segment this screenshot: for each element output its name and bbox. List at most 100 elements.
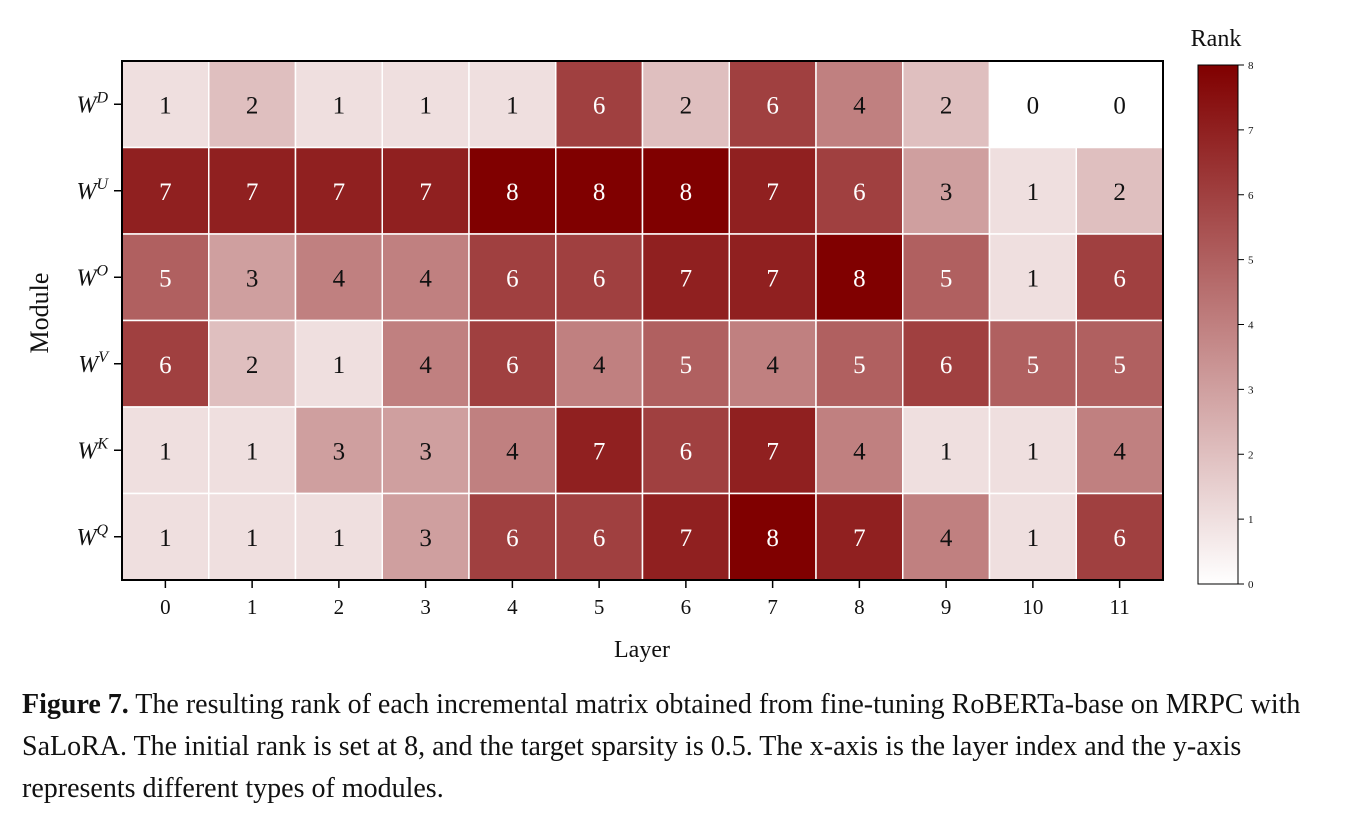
cell-value-label: 5 <box>853 352 866 379</box>
cell-value-label: 1 <box>1027 525 1040 552</box>
cell-value-label: 6 <box>593 525 606 552</box>
x-tick-label: 5 <box>594 595 605 619</box>
heatmap-cell <box>988 406 1077 495</box>
colorbar-tick-label: 7 <box>1248 125 1254 137</box>
cell-value-label: 8 <box>766 525 779 552</box>
cell-value-label: 7 <box>419 179 432 206</box>
cell-value-label: 1 <box>940 438 953 465</box>
cell-value-label: 1 <box>333 525 346 552</box>
cell-value-label: 6 <box>593 92 606 119</box>
cell-value-label: 6 <box>506 352 519 379</box>
cell-value-label: 1 <box>159 92 172 119</box>
cell-value-label: 4 <box>940 525 953 552</box>
cell-value-label: 7 <box>680 525 693 552</box>
heatmap-cell <box>381 146 470 235</box>
cell-value-label: 5 <box>159 265 172 292</box>
heatmap-cell <box>121 319 210 408</box>
colorbar-tick-label: 8 <box>1248 60 1254 72</box>
x-tick-label: 11 <box>1110 595 1130 619</box>
heatmap-cell <box>294 233 383 322</box>
heatmap-cell <box>1075 233 1164 322</box>
cell-value-label: 2 <box>1113 179 1126 206</box>
cell-value-label: 7 <box>593 438 606 465</box>
heatmap-cell <box>902 492 991 581</box>
cell-value-label: 2 <box>940 92 953 119</box>
cell-value-label: 6 <box>506 265 519 292</box>
y-tick-label: WO <box>76 262 108 291</box>
cell-value-label: 6 <box>853 179 866 206</box>
cell-value-label: 5 <box>1113 352 1126 379</box>
cell-value-label: 4 <box>853 92 866 119</box>
cell-value-label: 7 <box>159 179 172 206</box>
cell-value-label: 3 <box>246 265 259 292</box>
x-tick-label: 3 <box>420 595 431 619</box>
heatmap-cell <box>902 319 991 408</box>
heatmap-cell <box>468 233 557 322</box>
cell-value-label: 1 <box>333 352 346 379</box>
cell-value-label: 8 <box>593 179 606 206</box>
heatmap-cell <box>555 492 644 581</box>
cell-value-label: 3 <box>940 179 953 206</box>
y-tick-label: WD <box>76 89 108 118</box>
x-axis-label: Layer <box>614 637 670 663</box>
x-tick-label: 1 <box>247 595 258 619</box>
cell-value-label: 6 <box>1113 265 1126 292</box>
colorbar-tick-label: 6 <box>1248 190 1254 202</box>
cell-value-label: 1 <box>246 525 259 552</box>
heatmap-cell <box>121 492 210 581</box>
cell-value-label: 1 <box>246 438 259 465</box>
heatmap-cell <box>1075 60 1164 149</box>
cell-value-label: 1 <box>1027 438 1040 465</box>
heatmap-cell <box>381 319 470 408</box>
cell-value-label: 1 <box>419 92 432 119</box>
cell-value-label: 6 <box>593 265 606 292</box>
heatmap-figure: 1 2 1 1 1 6 2 6 4 2 0 07 7 7 7 8 8 8 7 6 3 1 25 3 4 4 6 6 7 7 8 5 1 66 2 1 4… <box>25 26 1254 663</box>
y-axis-label: Module <box>25 273 54 354</box>
heatmap-cell <box>641 492 730 581</box>
cell-value-label: 4 <box>1113 438 1126 465</box>
cell-value-label: 8 <box>680 179 693 206</box>
heatmap-cell <box>641 406 730 495</box>
cell-value-label: 4 <box>419 352 432 379</box>
cell-value-label: 4 <box>506 438 519 465</box>
cell-value-label: 1 <box>506 92 519 119</box>
x-tick-label: 0 <box>160 595 171 619</box>
y-tick-label: WQ <box>76 522 108 551</box>
cell-value-label: 1 <box>159 525 172 552</box>
cell-value-label: 1 <box>1027 179 1040 206</box>
cell-value-label: 0 <box>1027 92 1040 119</box>
colorbar-label: Rank <box>1191 26 1242 52</box>
heatmap-cell <box>121 60 210 149</box>
cell-value-label: 1 <box>333 92 346 119</box>
colorbar <box>1197 64 1239 585</box>
x-tick-label: 4 <box>507 595 518 619</box>
heatmap-cell <box>468 146 557 235</box>
colorbar-tick-label: 4 <box>1248 320 1254 332</box>
cell-value-label: 1 <box>1027 265 1040 292</box>
cell-value-label: 4 <box>853 438 866 465</box>
heatmap-cell <box>381 233 470 322</box>
colorbar-ticks: 0 1 2 3 4 5 6 7 8 <box>1238 60 1254 591</box>
cell-value-label: 5 <box>1027 352 1040 379</box>
heatmap-cell <box>1075 492 1164 581</box>
x-tick-label: 8 <box>854 595 865 619</box>
heatmap-cell <box>988 146 1077 235</box>
cell-value-label: 0 <box>1113 92 1126 119</box>
cell-value-label: 1 <box>159 438 172 465</box>
heatmap-cell <box>294 319 383 408</box>
heatmap-cell <box>381 492 470 581</box>
x-tick-label: 9 <box>941 595 952 619</box>
cell-value-label: 7 <box>333 179 346 206</box>
heatmap-cell <box>641 319 730 408</box>
cell-value-label: 8 <box>853 265 866 292</box>
caption-label: Figure 7. <box>22 689 129 720</box>
colorbar-tick-label: 5 <box>1248 255 1254 267</box>
cell-value-label: 6 <box>159 352 172 379</box>
heatmap-cell <box>815 492 904 581</box>
cell-value-label: 3 <box>333 438 346 465</box>
heatmap-cell <box>121 233 210 322</box>
heatmap-cell <box>641 233 730 322</box>
heatmap-cell <box>1075 319 1164 408</box>
cell-value-label: 4 <box>766 352 779 379</box>
cell-value-label: 8 <box>506 179 519 206</box>
